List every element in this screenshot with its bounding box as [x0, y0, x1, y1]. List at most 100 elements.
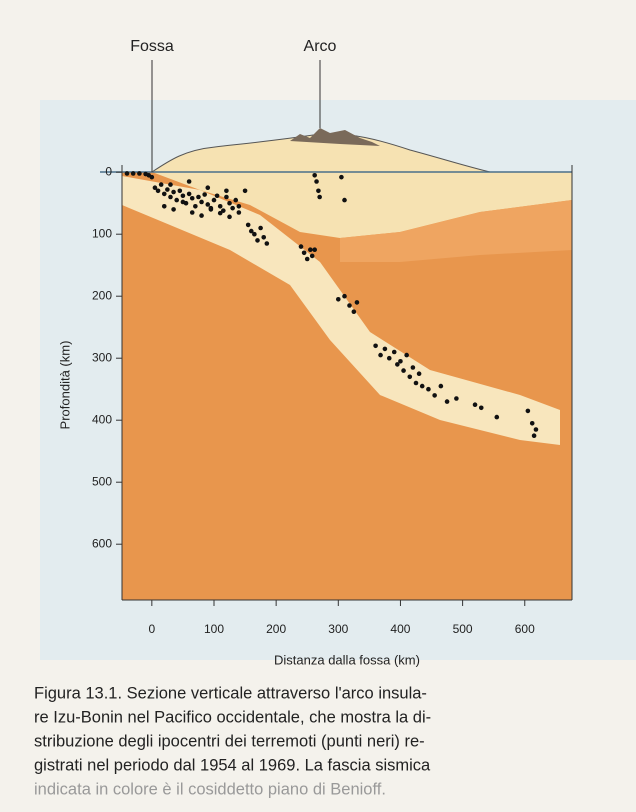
caption-line: stribuzione degli ipocentri dei terremot…: [34, 732, 425, 750]
y-tick-label: 600: [92, 536, 112, 550]
hypocenter: [387, 356, 392, 361]
y-tick-label: 100: [92, 226, 112, 240]
hypocenter: [156, 189, 161, 194]
hypocenter: [237, 204, 242, 209]
hypocenter: [202, 192, 207, 197]
page: Fossa Arco Profondità (km) Distanza dall…: [0, 0, 636, 812]
hypocenter: [312, 247, 317, 252]
hypocenter: [205, 185, 210, 190]
hypocenter: [181, 200, 186, 205]
hypocenter: [373, 344, 378, 349]
hypocenter: [347, 303, 352, 308]
hypocenter: [312, 173, 317, 178]
hypocenter: [246, 223, 251, 228]
hypocenter: [171, 190, 176, 195]
hypocenter: [532, 433, 537, 438]
hypocenter: [401, 368, 406, 373]
hypocenter: [316, 189, 321, 194]
hypocenter: [432, 393, 437, 398]
hypocenter: [336, 297, 341, 302]
caption-line: Figura 13.1. Sezione verticale attravers…: [34, 684, 427, 702]
caption-line: re Izu-Bonin nel Pacifico occidentale, c…: [34, 708, 431, 726]
hypocenter: [224, 189, 229, 194]
hypocenter: [162, 204, 167, 209]
hypocenter: [407, 375, 412, 380]
hypocenter: [190, 196, 195, 201]
hypocenter: [534, 427, 539, 432]
x-tick-label: 600: [515, 622, 535, 636]
hypocenter: [215, 193, 220, 198]
x-tick-label: 0: [148, 622, 155, 636]
hypocenter: [299, 244, 304, 249]
hypocenter: [181, 193, 186, 198]
hypocenter: [162, 192, 167, 197]
hypocenter: [258, 226, 263, 231]
caption-line: indicata in colore è il cosiddetto piano…: [34, 780, 386, 798]
hypocenter: [159, 182, 164, 187]
hypocenter: [230, 206, 235, 211]
hypocenter: [420, 384, 425, 389]
hypocenter: [131, 171, 136, 176]
hypocenter: [494, 415, 499, 420]
hypocenter: [209, 206, 214, 211]
hypocenter: [426, 387, 431, 392]
hypocenter: [252, 232, 257, 237]
hypocenter: [196, 195, 201, 200]
hypocenter: [473, 402, 478, 407]
hypocenter: [314, 179, 319, 184]
x-tick-label: 400: [390, 622, 410, 636]
hypocenter: [392, 350, 397, 355]
hypocenter: [261, 235, 266, 240]
x-tick-label: 100: [204, 622, 224, 636]
hypocenter: [479, 406, 484, 411]
hypocenter: [265, 241, 270, 246]
hypocenter: [187, 192, 192, 197]
y-tick-label: 400: [92, 412, 112, 426]
hypocenter: [445, 399, 450, 404]
hypocenter: [355, 300, 360, 305]
hypocenter: [317, 195, 322, 200]
hypocenter: [150, 175, 155, 180]
hypocenter: [174, 198, 179, 203]
hypocenter: [224, 195, 229, 200]
caption-line: gistrati nel periodo dal 1954 al 1969. L…: [34, 756, 431, 774]
hypocenter: [199, 213, 204, 218]
hypocenter: [168, 182, 173, 187]
y-tick-label: 500: [92, 474, 112, 488]
y-axis-title: Profondità (km): [57, 341, 72, 430]
hypocenter: [530, 421, 535, 426]
hypocenter: [404, 353, 409, 358]
hypocenter: [352, 309, 357, 314]
hypocenter: [178, 189, 183, 194]
x-tick-label: 500: [453, 622, 473, 636]
x-axis-title: Distanza dalla fossa (km): [274, 652, 420, 667]
hypocenter: [302, 251, 307, 256]
hypocenter: [227, 201, 232, 206]
hypocenter: [255, 238, 260, 243]
hypocenter: [305, 257, 310, 262]
hypocenter: [454, 396, 459, 401]
hypocenter: [339, 175, 344, 180]
x-tick-label: 300: [328, 622, 348, 636]
hypocenter: [227, 215, 232, 220]
hypocenter: [414, 381, 419, 386]
hypocenter: [205, 202, 210, 207]
hypocenter: [237, 210, 242, 215]
hypocenter: [233, 198, 238, 203]
annotation: Arco: [304, 38, 337, 55]
hypocenter: [171, 207, 176, 212]
hypocenter: [137, 171, 142, 176]
hypocenter: [125, 171, 130, 176]
hypocenter: [383, 347, 388, 352]
hypocenter: [310, 254, 315, 259]
hypocenter: [398, 359, 403, 364]
hypocenter: [218, 204, 223, 209]
hypocenter: [165, 187, 170, 192]
hypocenter: [187, 179, 192, 184]
y-tick-label: 300: [92, 350, 112, 364]
x-tick-label: 200: [266, 622, 286, 636]
hypocenter: [218, 211, 223, 216]
y-tick-label: 200: [92, 288, 112, 302]
hypocenter: [212, 198, 217, 203]
annotation: Fossa: [130, 38, 174, 55]
